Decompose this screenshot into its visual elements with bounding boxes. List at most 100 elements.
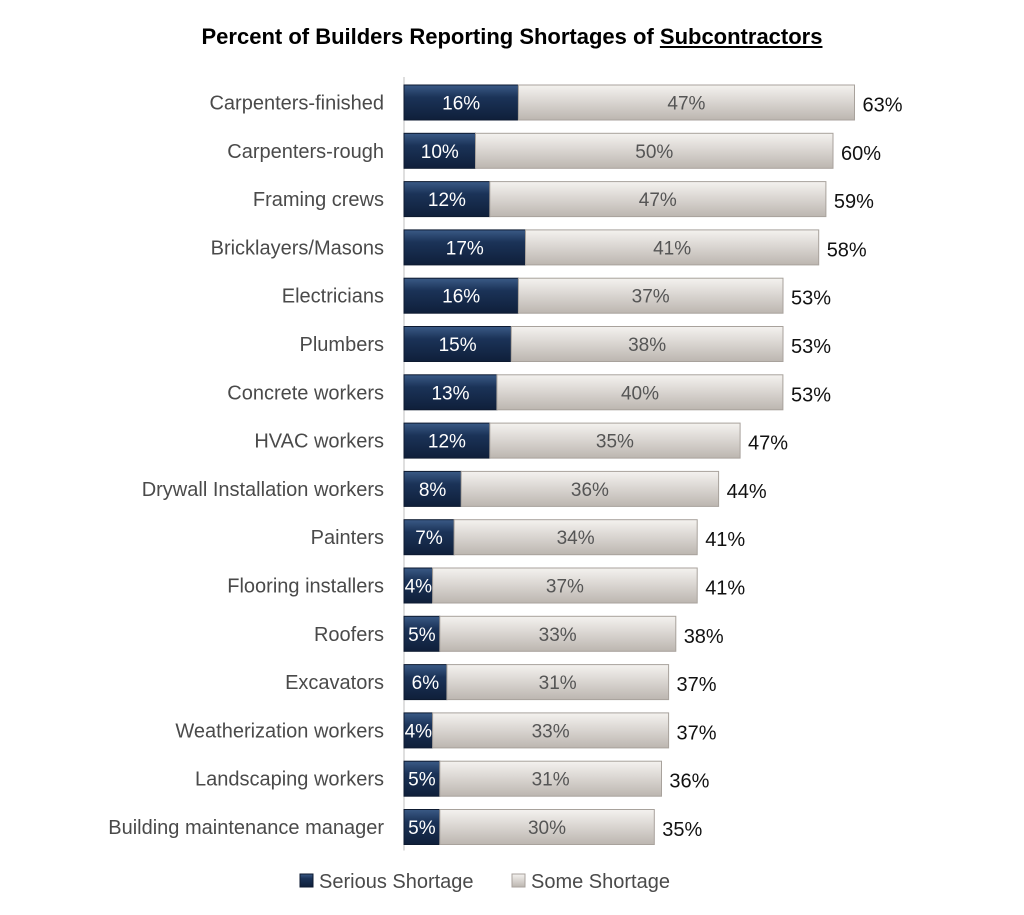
serious-shortage-value-label: 4% — [405, 721, 433, 742]
serious-shortage-value-label: 5% — [408, 818, 436, 839]
some-shortage-value-label: 31% — [532, 770, 570, 791]
some-shortage-bar — [489, 181, 827, 218]
serious-shortage-bar — [403, 326, 512, 362]
total-value-label: 58% — [827, 239, 867, 261]
serious-shortage-bar — [403, 422, 491, 459]
some-shortage-bar — [453, 519, 698, 556]
some-shortage-value-label: 33% — [539, 625, 577, 646]
category-label: Building maintenance manager — [108, 817, 384, 839]
some-shortage-bar — [446, 664, 670, 701]
some-shortage-value-label: 47% — [667, 94, 705, 115]
some-shortage-value-label: 40% — [621, 383, 659, 404]
serious-shortage-value-label: 12% — [428, 432, 466, 453]
serious-shortage-value-label: 8% — [419, 480, 447, 501]
some-shortage-value-label: 31% — [539, 673, 577, 694]
category-label: Electricians — [282, 286, 384, 308]
serious-shortage-bar — [403, 470, 462, 507]
some-shortage-bar — [517, 277, 784, 314]
some-shortage-value-label: 37% — [546, 577, 584, 598]
total-value-label: 53% — [791, 288, 831, 310]
serious-shortage-bar — [403, 374, 498, 411]
serious-shortage-bar — [403, 615, 441, 652]
serious-shortage-bar — [403, 181, 491, 218]
some-shortage-bar — [439, 809, 655, 845]
category-label: Painters — [311, 527, 384, 549]
some-shortage-bar — [432, 567, 698, 604]
some-shortage-bar — [510, 326, 784, 362]
some-shortage-bar — [517, 84, 856, 121]
total-value-label: 44% — [727, 481, 767, 503]
some-shortage-value-label: 47% — [639, 190, 677, 211]
serious-shortage-value-label: 16% — [442, 287, 480, 308]
serious-shortage-value-label: 7% — [415, 528, 443, 549]
some-shortage-bar — [439, 760, 662, 797]
some-shortage-value-label: 33% — [532, 721, 570, 742]
category-label: HVAC workers — [254, 431, 384, 453]
some-shortage-value-label: 41% — [653, 238, 691, 259]
category-label: Framing crews — [253, 189, 384, 211]
category-label: Carpenters-rough — [227, 141, 384, 163]
serious-shortage-value-label: 4% — [405, 577, 433, 598]
category-label: Plumbers — [300, 334, 384, 356]
serious-shortage-bar — [403, 760, 441, 797]
category-label: Drywall Installation workers — [142, 479, 384, 501]
total-value-label: 41% — [705, 529, 745, 551]
serious-shortage-value-label: 5% — [408, 625, 436, 646]
serious-shortage-value-label: 10% — [421, 142, 459, 163]
total-value-label: 60% — [841, 143, 881, 165]
total-value-label: 37% — [677, 674, 717, 696]
some-shortage-value-label: 35% — [596, 432, 634, 453]
chart-title-prefix: Percent of Builders Reporting Shortages … — [201, 24, 660, 49]
serious-shortage-bar — [403, 664, 448, 701]
some-shortage-value-label: 34% — [557, 528, 595, 549]
total-value-label: 36% — [669, 771, 709, 793]
legend-swatch-serious — [299, 873, 314, 888]
some-shortage-bar — [475, 132, 834, 169]
category-label: Flooring installers — [227, 576, 384, 598]
chart-title: Percent of Builders Reporting Shortages … — [0, 24, 1024, 50]
some-shortage-bar — [489, 422, 741, 459]
category-label: Weatherization workers — [175, 720, 384, 742]
category-label: Bricklayers/Masons — [211, 237, 384, 259]
serious-shortage-bar — [403, 84, 519, 121]
some-shortage-bar — [525, 229, 820, 266]
total-value-label: 37% — [677, 722, 717, 744]
serious-shortage-value-label: 16% — [442, 94, 480, 115]
total-value-label: 59% — [834, 191, 874, 213]
serious-shortage-value-label: 5% — [408, 770, 436, 791]
some-shortage-value-label: 38% — [628, 335, 666, 356]
category-label: Landscaping workers — [195, 769, 384, 791]
serious-shortage-value-label: 12% — [428, 190, 466, 211]
some-shortage-value-label: 36% — [571, 480, 609, 501]
total-value-label: 35% — [662, 819, 702, 841]
some-shortage-value-label: 50% — [635, 142, 673, 163]
serious-shortage-value-label: 15% — [439, 335, 477, 356]
category-label: Excavators — [285, 672, 384, 694]
legend-swatch-some — [511, 873, 526, 888]
serious-shortage-bar — [403, 277, 519, 314]
some-shortage-bar — [496, 374, 784, 411]
total-value-label: 63% — [863, 95, 903, 117]
legend-label-some: Some Shortage — [531, 871, 670, 893]
serious-shortage-value-label: 6% — [412, 673, 440, 694]
serious-shortage-bar — [403, 567, 434, 604]
total-value-label: 38% — [684, 626, 724, 648]
some-shortage-value-label: 37% — [632, 287, 670, 308]
category-label: Carpenters-finished — [209, 93, 384, 115]
some-shortage-bar — [439, 615, 677, 652]
total-value-label: 53% — [791, 384, 831, 406]
category-label: Concrete workers — [227, 382, 384, 404]
serious-shortage-bar — [403, 519, 455, 556]
some-shortage-value-label: 30% — [528, 818, 566, 839]
some-shortage-bar — [460, 470, 720, 507]
total-value-label: 47% — [748, 433, 788, 455]
serious-shortage-value-label: 17% — [446, 238, 484, 259]
category-label: Roofers — [314, 624, 384, 646]
chart-title-emphasis: Subcontractors — [659, 24, 823, 49]
total-value-label: 41% — [705, 578, 745, 600]
total-value-label: 53% — [791, 336, 831, 358]
some-shortage-bar — [432, 712, 670, 749]
serious-shortage-bar — [403, 132, 476, 169]
